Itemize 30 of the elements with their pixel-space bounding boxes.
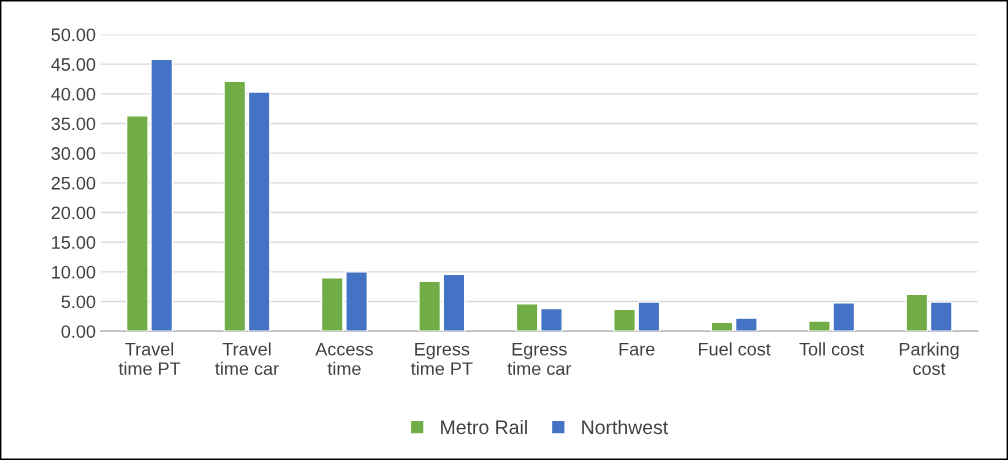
x-tick-label: Fuel cost [699, 342, 771, 356]
legend-label: Metro Rail [441, 419, 527, 435]
x-tick-label: Parking cost [899, 342, 959, 376]
y-tick-label: 45.00 [51, 58, 96, 71]
x-tick-label: Fare [619, 342, 655, 356]
y-tick-label: 40.00 [51, 87, 96, 101]
bar [442, 273, 466, 332]
bar [905, 293, 929, 332]
x-tick-label: Egress time PT [411, 342, 473, 376]
bar [418, 280, 442, 332]
x-tick-label: Travel time car [215, 342, 279, 376]
y-tick-label: 5.00 [61, 295, 96, 309]
y-tick-label: 50.00 [51, 28, 96, 42]
bar [929, 301, 953, 332]
y-tick-label: 25.00 [51, 176, 96, 190]
x-tick-label: Travel time PT [118, 342, 181, 376]
y-tick-label: 35.00 [51, 117, 96, 131]
y-tick-label: 30.00 [51, 147, 96, 160]
x-tick-label: Egress time car [507, 342, 572, 376]
y-tick-label: 10.00 [52, 265, 96, 279]
y-tick-label: 15.00 [52, 236, 96, 249]
bar [710, 321, 734, 332]
legend-label: Northwest [582, 419, 669, 435]
x-tick-label: Access time [315, 342, 373, 376]
bar [734, 317, 758, 332]
bar [247, 91, 271, 332]
bar [223, 80, 247, 332]
y-tick-label: 20.00 [51, 206, 96, 220]
y-tick-label: 0.00 [61, 325, 96, 338]
x-tick-label: Toll cost [799, 342, 865, 356]
